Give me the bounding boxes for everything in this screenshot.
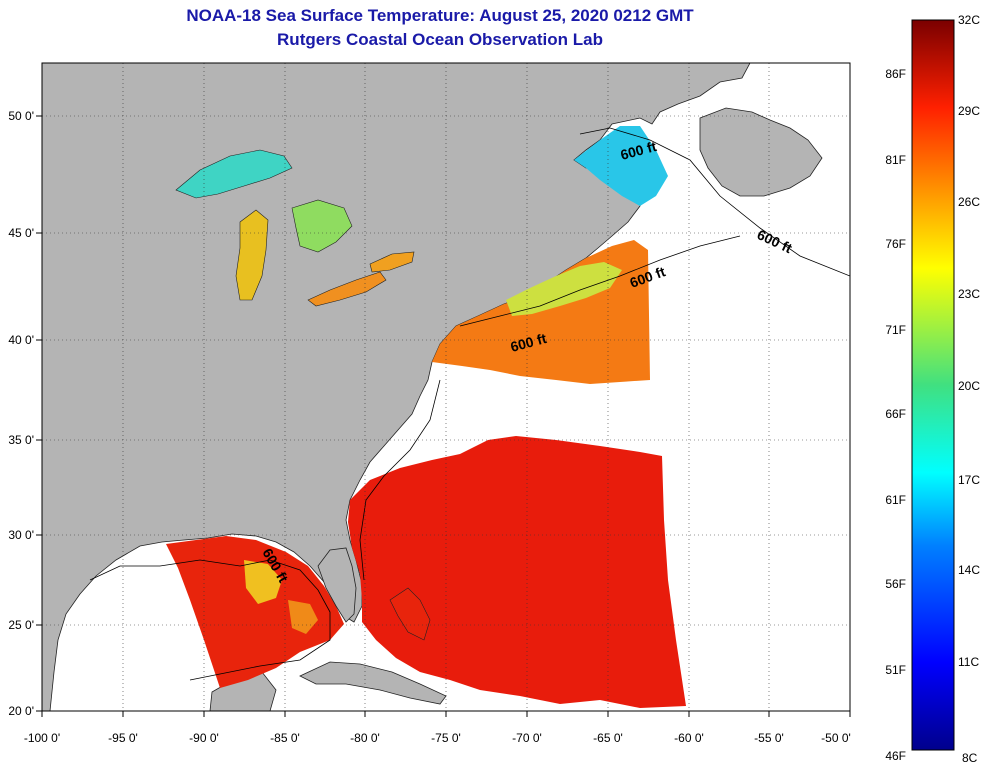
celsius-label: 14C bbox=[958, 563, 980, 577]
celsius-label: 29C bbox=[958, 104, 980, 118]
map-subtitle: Rutgers Coastal Ocean Observation Lab bbox=[277, 30, 603, 49]
land-cuba bbox=[299, 661, 447, 705]
celsius-label: 26C bbox=[958, 195, 980, 209]
isobath-600ft-3 bbox=[359, 379, 441, 581]
latitude-labels: 50 0' 45 0' 40 0' 35 0' 30 0' 25 0' 20 0… bbox=[8, 109, 34, 718]
lake-michigan bbox=[235, 209, 269, 301]
lon-label: -80 0' bbox=[350, 731, 380, 745]
sst-gulf-st-lawrence bbox=[574, 126, 668, 206]
longitude-labels: -100 0' -95 0' -90 0' -85 0' -80 0' -75 … bbox=[24, 731, 851, 745]
sst-gulf-maine bbox=[506, 262, 622, 316]
lon-label: -50 0' bbox=[821, 731, 851, 745]
colorbar bbox=[911, 19, 955, 751]
lake-huron bbox=[291, 199, 353, 253]
sst-gulf-cool-patch bbox=[244, 560, 282, 604]
fahrenheit-label: 81F bbox=[885, 153, 906, 167]
sst-sargasso bbox=[348, 436, 686, 708]
isobath-600ft bbox=[579, 127, 850, 277]
isobath-600ft-2 bbox=[459, 235, 741, 327]
lat-label: 50 0' bbox=[8, 109, 34, 123]
sst-gulf-mexico bbox=[166, 536, 344, 688]
celsius-label: 20C bbox=[958, 379, 980, 393]
lon-label: -60 0' bbox=[674, 731, 704, 745]
isobath-600ft-4 bbox=[89, 559, 331, 681]
fahrenheit-label: 66F bbox=[885, 407, 906, 421]
lat-label: 20 0' bbox=[8, 704, 34, 718]
lat-label: 40 0' bbox=[8, 333, 34, 347]
lon-label: -65 0' bbox=[593, 731, 623, 745]
land-north-america bbox=[42, 63, 751, 711]
fahrenheit-label: 86F bbox=[885, 67, 906, 81]
fahrenheit-label: 51F bbox=[885, 663, 906, 677]
lake-superior bbox=[175, 149, 293, 199]
lon-label: -100 0' bbox=[24, 731, 60, 745]
sst-gulf-cool-patch-2 bbox=[288, 600, 318, 634]
lon-label: -55 0' bbox=[754, 731, 784, 745]
celsius-label: 23C bbox=[958, 287, 980, 301]
celsius-label: 32C bbox=[958, 13, 980, 27]
lon-label: -85 0' bbox=[270, 731, 300, 745]
celsius-label: 17C bbox=[958, 473, 980, 487]
graticule bbox=[42, 63, 850, 711]
lon-label: -75 0' bbox=[431, 731, 461, 745]
fahrenheit-label: 56F bbox=[885, 577, 906, 591]
colorbar-celsius-labels: 32C 29C 26C 23C 20C 17C 14C 11C 8C bbox=[958, 13, 980, 765]
lat-label: 35 0' bbox=[8, 433, 34, 447]
lake-ontario bbox=[369, 251, 415, 273]
lake-erie bbox=[307, 271, 387, 307]
lat-label: 45 0' bbox=[8, 226, 34, 240]
fahrenheit-label: 71F bbox=[885, 323, 906, 337]
lon-label: -95 0' bbox=[108, 731, 138, 745]
land-newfoundland bbox=[699, 107, 823, 197]
celsius-label: 8C bbox=[962, 751, 978, 765]
fahrenheit-label: 76F bbox=[885, 237, 906, 251]
fahrenheit-label: 46F bbox=[885, 749, 906, 763]
fahrenheit-label: 61F bbox=[885, 493, 906, 507]
map-title: NOAA-18 Sea Surface Temperature: August … bbox=[186, 6, 694, 25]
colorbar-fahrenheit-labels: 86F 81F 76F 71F 66F 61F 56F 51F 46F bbox=[885, 67, 906, 763]
lon-label: -90 0' bbox=[189, 731, 219, 745]
land-bahamas bbox=[389, 587, 431, 641]
lat-label: 25 0' bbox=[8, 618, 34, 632]
lat-label: 30 0' bbox=[8, 528, 34, 542]
lon-label: -70 0' bbox=[512, 731, 542, 745]
land-florida bbox=[317, 547, 357, 623]
celsius-label: 11C bbox=[958, 655, 979, 669]
